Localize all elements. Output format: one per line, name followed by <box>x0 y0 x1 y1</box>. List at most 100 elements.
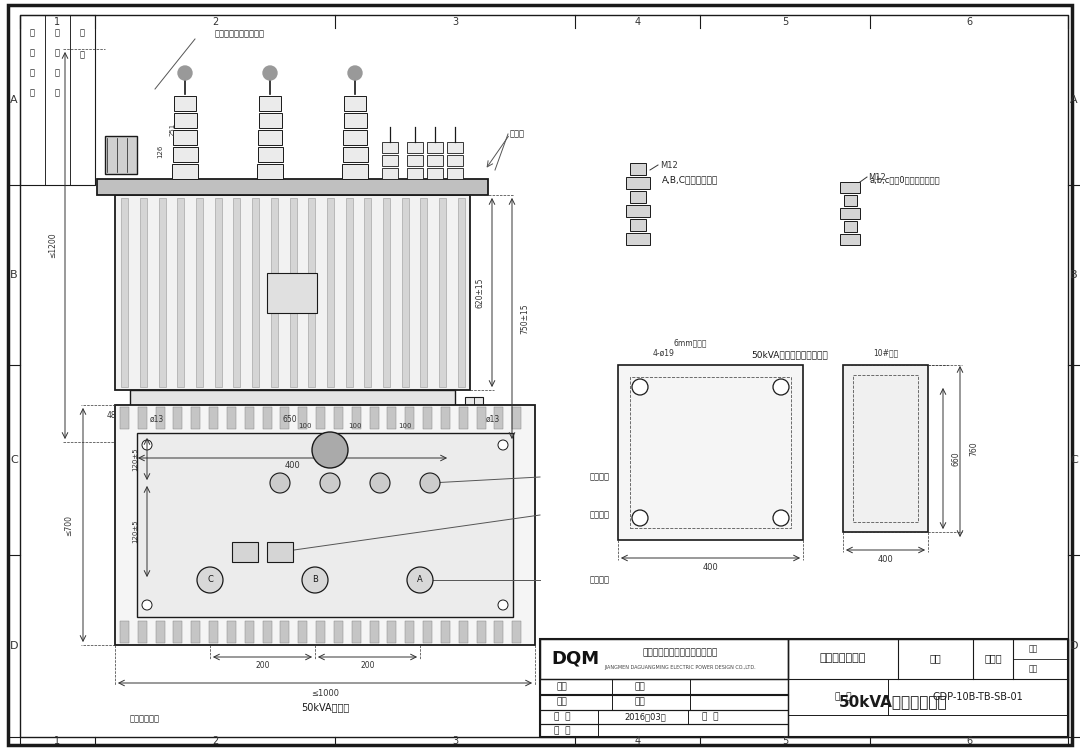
Bar <box>540 639 1068 737</box>
Text: M12: M12 <box>660 160 678 170</box>
Text: 4-ø19: 4-ø19 <box>653 349 675 358</box>
Bar <box>626 205 650 217</box>
Bar <box>630 377 791 528</box>
Text: 低压套管: 低压套管 <box>590 472 610 482</box>
Text: 纸: 纸 <box>29 49 35 58</box>
Bar <box>369 407 379 429</box>
Bar <box>271 198 278 387</box>
Text: 阶段: 阶段 <box>1028 664 1038 674</box>
Bar <box>121 198 129 387</box>
Text: 100: 100 <box>348 423 362 429</box>
Bar <box>140 198 147 387</box>
Bar <box>97 179 488 195</box>
Text: C: C <box>1070 455 1078 465</box>
Bar <box>630 191 646 203</box>
Bar <box>114 195 470 390</box>
Bar <box>156 407 164 429</box>
Bar <box>788 639 1068 737</box>
Text: 4: 4 <box>634 17 640 27</box>
Text: 设: 设 <box>80 28 84 38</box>
Bar <box>105 136 137 174</box>
Text: ≤700: ≤700 <box>65 514 73 535</box>
Bar <box>281 621 289 643</box>
Bar <box>383 198 390 387</box>
Text: 48: 48 <box>106 412 116 421</box>
Text: B: B <box>312 575 318 584</box>
Text: 2: 2 <box>212 736 218 746</box>
Text: 江门市大光明电力设计有限公司: 江门市大光明电力设计有限公司 <box>643 649 717 658</box>
Bar <box>259 96 281 111</box>
Bar <box>405 621 415 643</box>
Circle shape <box>498 440 508 450</box>
Text: 校核: 校核 <box>635 682 646 692</box>
Bar <box>308 198 315 387</box>
Text: 5: 5 <box>782 736 788 746</box>
Text: 126: 126 <box>157 144 163 158</box>
Bar <box>388 621 396 643</box>
Bar <box>540 694 788 710</box>
Text: 251: 251 <box>170 122 176 136</box>
Bar <box>369 621 379 643</box>
Bar <box>415 428 460 442</box>
Bar <box>476 407 486 429</box>
Circle shape <box>264 66 276 80</box>
Bar <box>156 621 164 643</box>
Bar <box>259 113 282 128</box>
Bar <box>345 96 366 111</box>
Circle shape <box>773 510 789 526</box>
Text: 200: 200 <box>361 661 375 670</box>
Text: 10#槽锂: 10#槽锂 <box>873 349 899 358</box>
Text: 施工图: 施工图 <box>984 653 1002 663</box>
Text: 批: 批 <box>54 68 59 77</box>
Circle shape <box>197 567 222 593</box>
Bar <box>420 198 428 387</box>
Text: 3: 3 <box>451 736 458 746</box>
Bar <box>227 407 235 429</box>
Text: 620±15: 620±15 <box>475 278 485 308</box>
Text: A: A <box>417 575 423 584</box>
Bar <box>345 113 367 128</box>
Text: 审: 审 <box>54 28 59 38</box>
Bar <box>405 407 415 429</box>
Bar <box>114 405 535 645</box>
Bar <box>352 621 361 643</box>
Text: C: C <box>207 575 213 584</box>
Text: 100: 100 <box>298 423 312 429</box>
Bar <box>427 155 443 166</box>
Bar <box>382 142 399 153</box>
Text: 1: 1 <box>54 736 60 746</box>
Bar <box>197 198 203 387</box>
Bar <box>130 390 455 442</box>
Circle shape <box>178 66 192 80</box>
Text: 号: 号 <box>29 88 35 98</box>
Text: JIANGMEN DAGUANGMING ELECTRIC POWER DESIGN CO.,LTD.: JIANGMEN DAGUANGMING ELECTRIC POWER DESI… <box>604 664 756 670</box>
Text: 日  期: 日 期 <box>554 712 570 722</box>
Bar <box>447 142 463 153</box>
Bar <box>258 147 283 162</box>
Bar <box>343 130 367 145</box>
Circle shape <box>302 567 328 593</box>
Circle shape <box>320 473 340 493</box>
Bar <box>382 155 399 166</box>
Text: 5: 5 <box>782 17 788 27</box>
Text: 水银温度计座: 水银温度计座 <box>130 715 160 724</box>
Text: 版  次: 版 次 <box>702 712 718 722</box>
Bar <box>441 621 450 643</box>
Circle shape <box>632 379 648 395</box>
Bar <box>459 407 468 429</box>
Text: 4: 4 <box>634 736 640 746</box>
Text: ø13: ø13 <box>150 415 164 424</box>
Bar <box>21 15 95 185</box>
Bar <box>407 142 423 153</box>
Circle shape <box>370 473 390 493</box>
Bar <box>540 724 788 737</box>
Bar <box>840 208 860 219</box>
Bar <box>227 621 235 643</box>
Bar <box>407 155 423 166</box>
Text: 50kVA变压器外形图: 50kVA变压器外形图 <box>839 694 947 709</box>
Text: B: B <box>1070 270 1078 280</box>
Bar <box>630 163 646 175</box>
Text: 120±5: 120±5 <box>132 520 138 543</box>
Text: 400: 400 <box>703 563 718 572</box>
Text: 核: 核 <box>54 49 59 58</box>
